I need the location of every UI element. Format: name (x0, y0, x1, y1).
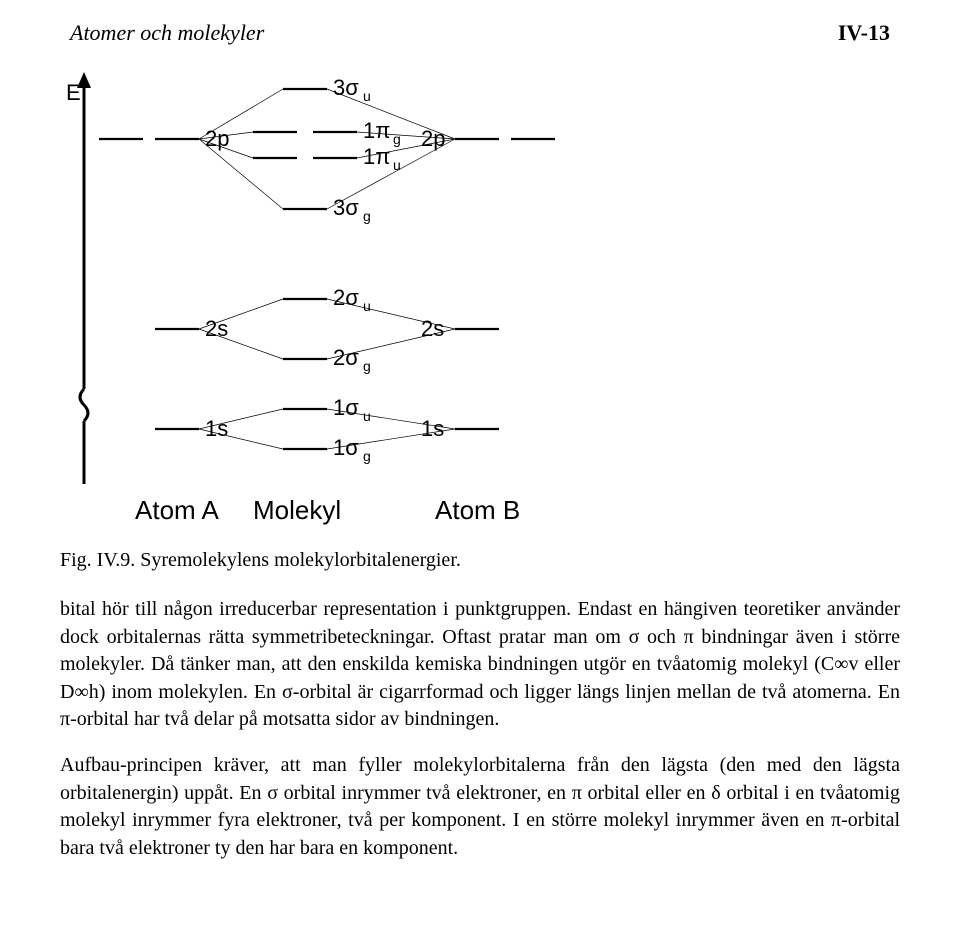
svg-text:Molekyl: Molekyl (253, 495, 341, 525)
svg-text:u: u (363, 298, 371, 314)
header-title: Atomer och molekyler (70, 20, 264, 46)
figure-caption: Fig. IV.9. Syremolekylens molekylorbital… (60, 549, 900, 572)
svg-text:1s: 1s (205, 416, 228, 441)
svg-text:2s: 2s (421, 316, 444, 341)
svg-text:2p: 2p (421, 126, 445, 151)
page-number: IV-13 (838, 20, 890, 46)
svg-text:2σ: 2σ (333, 345, 359, 370)
svg-text:2σ: 2σ (333, 285, 359, 310)
svg-text:u: u (363, 88, 371, 104)
svg-text:1π: 1π (363, 118, 390, 143)
svg-text:Atom B: Atom B (435, 495, 520, 525)
paragraph-1: bital hör till någon irreducerbar repres… (60, 596, 900, 734)
paragraph-2: Aufbau-principen kräver, att man fyller … (60, 752, 900, 862)
svg-text:1s: 1s (421, 416, 444, 441)
svg-text:1σ: 1σ (333, 395, 359, 420)
mo-diagram: E2p2s1s2p2s1s3σu1πg1πu3σg2σu2σg1σu1σgAto… (60, 54, 580, 539)
svg-text:g: g (363, 358, 371, 374)
svg-text:g: g (363, 208, 371, 224)
svg-text:g: g (363, 448, 371, 464)
svg-text:1π: 1π (363, 144, 390, 169)
svg-text:Atom A: Atom A (135, 495, 219, 525)
svg-text:g: g (393, 131, 401, 147)
svg-text:E: E (66, 80, 81, 105)
